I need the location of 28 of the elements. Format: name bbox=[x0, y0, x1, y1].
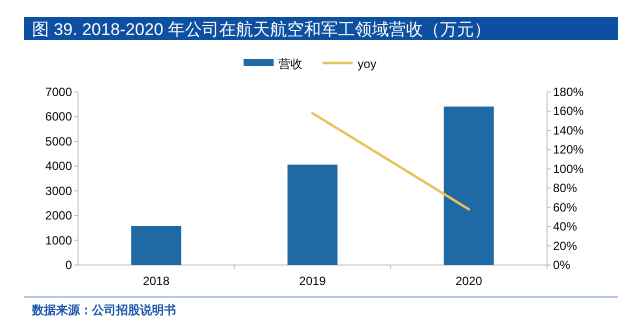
y2-tick-label: 100% bbox=[553, 162, 584, 176]
x-tick-label: 2018 bbox=[142, 274, 170, 288]
y-tick-label: 1000 bbox=[45, 233, 72, 248]
y2-tick-label: 60% bbox=[553, 200, 578, 214]
legend-label: 营收 bbox=[278, 57, 303, 71]
chart-title: 图 39. 2018-2020 年公司在航天航空和军工领域营收（万元） bbox=[32, 20, 492, 39]
y2-tick-label: 20% bbox=[553, 238, 578, 253]
y2-tick-label: 160% bbox=[553, 104, 584, 118]
y2-tick-label: 0% bbox=[553, 258, 571, 272]
bar bbox=[444, 106, 494, 265]
x-tick-label: 2020 bbox=[455, 274, 483, 288]
y-tick-label: 6000 bbox=[45, 110, 72, 124]
y2-tick-label: 80% bbox=[553, 181, 578, 196]
y-tick-label: 5000 bbox=[45, 134, 72, 148]
bar bbox=[131, 226, 182, 265]
y-tick-label: 2000 bbox=[45, 208, 72, 223]
legend-label: yoy bbox=[358, 57, 376, 71]
x-tick-label: 2019 bbox=[299, 274, 326, 288]
y-tick-label: 3000 bbox=[45, 184, 72, 198]
y-tick-label: 0 bbox=[65, 258, 72, 272]
y2-tick-label: 140% bbox=[553, 123, 584, 138]
source-note: 数据来源：公司招股说明书 bbox=[31, 303, 176, 317]
y2-tick-label: 180% bbox=[553, 85, 584, 99]
y-tick-label: 4000 bbox=[45, 159, 72, 174]
y-tick-label: 7000 bbox=[45, 85, 72, 99]
y2-tick-label: 40% bbox=[553, 220, 578, 234]
y2-tick-label: 120% bbox=[553, 142, 584, 157]
bar bbox=[287, 164, 338, 265]
